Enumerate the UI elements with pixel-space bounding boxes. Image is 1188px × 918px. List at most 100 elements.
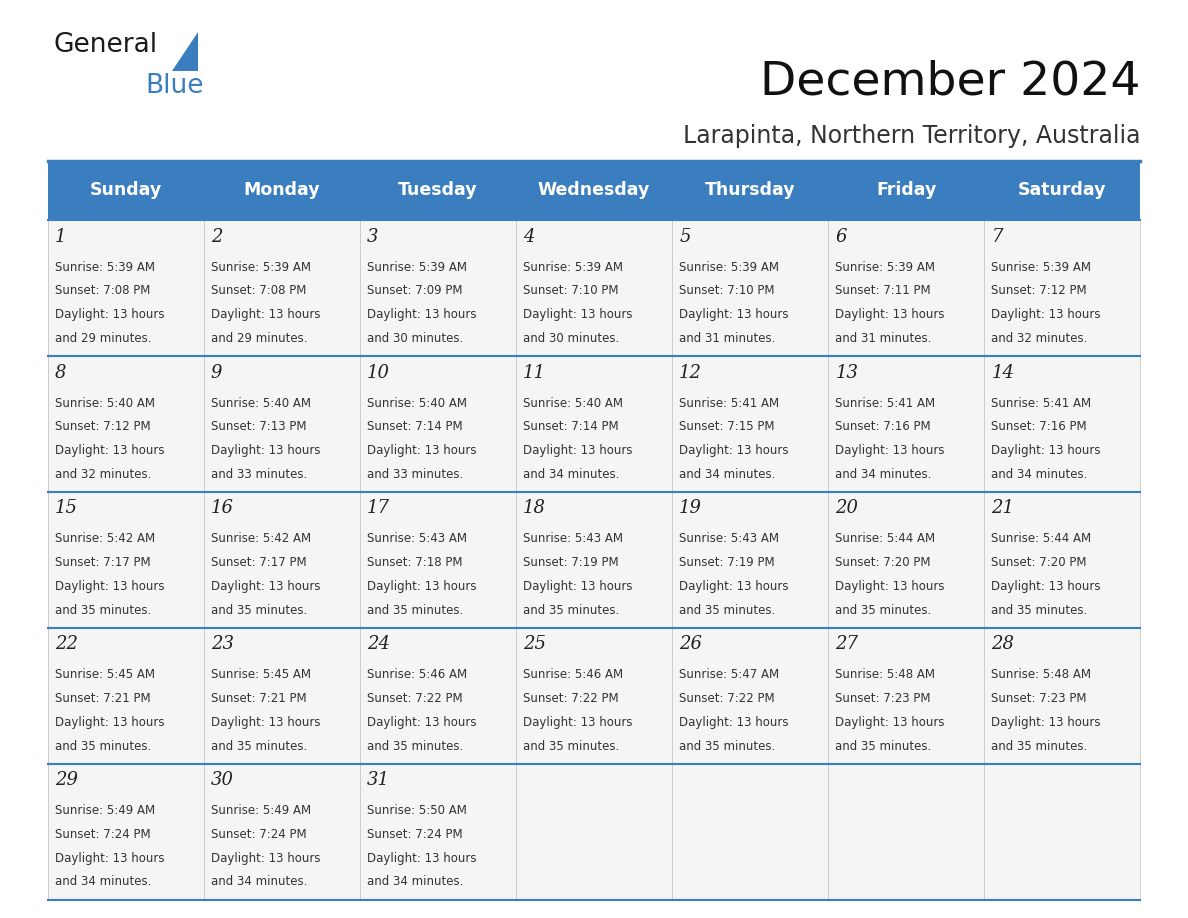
Text: Daylight: 13 hours: Daylight: 13 hours [367, 580, 476, 593]
Text: Sunrise: 5:46 AM: Sunrise: 5:46 AM [523, 668, 624, 681]
Text: Daylight: 13 hours: Daylight: 13 hours [55, 308, 164, 321]
Text: Sunrise: 5:45 AM: Sunrise: 5:45 AM [210, 668, 311, 681]
Text: Sunrise: 5:39 AM: Sunrise: 5:39 AM [210, 261, 311, 274]
Text: Sunrise: 5:42 AM: Sunrise: 5:42 AM [210, 532, 311, 545]
Text: Sunset: 7:14 PM: Sunset: 7:14 PM [367, 420, 462, 433]
Text: Daylight: 13 hours: Daylight: 13 hours [55, 852, 164, 865]
Text: 6: 6 [835, 228, 847, 246]
Text: Sunrise: 5:39 AM: Sunrise: 5:39 AM [523, 261, 623, 274]
Text: Daylight: 13 hours: Daylight: 13 hours [835, 444, 944, 457]
Text: Monday: Monday [244, 182, 320, 199]
Bar [985, 161, 1140, 220]
Text: and 29 minutes.: and 29 minutes. [210, 332, 308, 345]
Text: and 31 minutes.: and 31 minutes. [835, 332, 931, 345]
Text: Sunrise: 5:50 AM: Sunrise: 5:50 AM [367, 804, 467, 817]
Text: and 33 minutes.: and 33 minutes. [367, 468, 463, 481]
Text: Larapinta, Northern Territory, Australia: Larapinta, Northern Territory, Australia [683, 124, 1140, 148]
Text: and 35 minutes.: and 35 minutes. [55, 740, 151, 753]
Text: 19: 19 [680, 499, 702, 518]
Bar [48, 492, 1140, 628]
Text: and 34 minutes.: and 34 minutes. [680, 468, 776, 481]
Text: Sunrise: 5:39 AM: Sunrise: 5:39 AM [680, 261, 779, 274]
Text: 24: 24 [367, 635, 390, 654]
Text: Sunset: 7:24 PM: Sunset: 7:24 PM [367, 828, 462, 841]
Text: Sunrise: 5:44 AM: Sunrise: 5:44 AM [835, 532, 935, 545]
Bar [48, 764, 1140, 900]
Text: 5: 5 [680, 228, 690, 246]
Text: Sunrise: 5:40 AM: Sunrise: 5:40 AM [210, 397, 311, 409]
Text: Daylight: 13 hours: Daylight: 13 hours [55, 444, 164, 457]
Text: Daylight: 13 hours: Daylight: 13 hours [523, 444, 632, 457]
Text: December 2024: December 2024 [760, 60, 1140, 105]
Text: 3: 3 [367, 228, 379, 246]
Text: 31: 31 [367, 771, 390, 789]
Text: Sunrise: 5:40 AM: Sunrise: 5:40 AM [523, 397, 623, 409]
Text: Sunset: 7:12 PM: Sunset: 7:12 PM [55, 420, 150, 433]
Text: 11: 11 [523, 364, 546, 382]
Text: 23: 23 [210, 635, 234, 654]
Text: 27: 27 [835, 635, 859, 654]
Bar [672, 161, 828, 220]
Text: Sunset: 7:08 PM: Sunset: 7:08 PM [210, 285, 307, 297]
Text: Sunset: 7:14 PM: Sunset: 7:14 PM [523, 420, 619, 433]
Text: 30: 30 [210, 771, 234, 789]
Text: Sunset: 7:17 PM: Sunset: 7:17 PM [55, 556, 150, 569]
Text: 22: 22 [55, 635, 77, 654]
Text: Sunrise: 5:39 AM: Sunrise: 5:39 AM [55, 261, 154, 274]
Text: Sunrise: 5:49 AM: Sunrise: 5:49 AM [210, 804, 311, 817]
Text: and 34 minutes.: and 34 minutes. [210, 876, 308, 889]
Text: Daylight: 13 hours: Daylight: 13 hours [210, 852, 321, 865]
Text: Sunset: 7:24 PM: Sunset: 7:24 PM [55, 828, 150, 841]
Text: Sunrise: 5:41 AM: Sunrise: 5:41 AM [835, 397, 935, 409]
Text: Daylight: 13 hours: Daylight: 13 hours [835, 716, 944, 729]
Text: Daylight: 13 hours: Daylight: 13 hours [680, 716, 789, 729]
Bar [516, 161, 672, 220]
Text: Daylight: 13 hours: Daylight: 13 hours [210, 716, 321, 729]
Text: Daylight: 13 hours: Daylight: 13 hours [55, 716, 164, 729]
Text: and 35 minutes.: and 35 minutes. [367, 740, 463, 753]
Text: 25: 25 [523, 635, 546, 654]
Text: Sunrise: 5:41 AM: Sunrise: 5:41 AM [992, 397, 1092, 409]
Text: Daylight: 13 hours: Daylight: 13 hours [367, 444, 476, 457]
Text: Sunset: 7:16 PM: Sunset: 7:16 PM [992, 420, 1087, 433]
Text: and 35 minutes.: and 35 minutes. [210, 604, 307, 617]
Text: 12: 12 [680, 364, 702, 382]
Text: Sunrise: 5:49 AM: Sunrise: 5:49 AM [55, 804, 154, 817]
Text: 17: 17 [367, 499, 390, 518]
Bar [48, 220, 1140, 356]
Text: Sunset: 7:21 PM: Sunset: 7:21 PM [210, 692, 307, 705]
Text: 28: 28 [992, 635, 1015, 654]
Text: Sunset: 7:24 PM: Sunset: 7:24 PM [210, 828, 307, 841]
Text: Sunrise: 5:39 AM: Sunrise: 5:39 AM [992, 261, 1092, 274]
Text: and 35 minutes.: and 35 minutes. [367, 604, 463, 617]
Text: and 35 minutes.: and 35 minutes. [680, 604, 776, 617]
Text: Sunset: 7:10 PM: Sunset: 7:10 PM [680, 285, 775, 297]
Text: Daylight: 13 hours: Daylight: 13 hours [992, 308, 1101, 321]
Text: Daylight: 13 hours: Daylight: 13 hours [367, 852, 476, 865]
Text: and 35 minutes.: and 35 minutes. [523, 740, 619, 753]
Bar [48, 161, 203, 220]
Text: Daylight: 13 hours: Daylight: 13 hours [210, 580, 321, 593]
Text: and 31 minutes.: and 31 minutes. [680, 332, 776, 345]
Text: Sunset: 7:23 PM: Sunset: 7:23 PM [992, 692, 1087, 705]
Text: Blue: Blue [145, 73, 203, 99]
Text: Daylight: 13 hours: Daylight: 13 hours [210, 444, 321, 457]
Text: Sunset: 7:20 PM: Sunset: 7:20 PM [835, 556, 931, 569]
Bar [48, 356, 1140, 492]
Text: 1: 1 [55, 228, 67, 246]
Text: Sunrise: 5:43 AM: Sunrise: 5:43 AM [367, 532, 467, 545]
Text: and 29 minutes.: and 29 minutes. [55, 332, 151, 345]
Text: Sunset: 7:22 PM: Sunset: 7:22 PM [523, 692, 619, 705]
Text: and 35 minutes.: and 35 minutes. [992, 604, 1088, 617]
Text: Daylight: 13 hours: Daylight: 13 hours [680, 580, 789, 593]
Text: 29: 29 [55, 771, 77, 789]
Text: 7: 7 [992, 228, 1003, 246]
Text: 16: 16 [210, 499, 234, 518]
Text: Sunrise: 5:40 AM: Sunrise: 5:40 AM [55, 397, 154, 409]
Text: and 35 minutes.: and 35 minutes. [55, 604, 151, 617]
Text: and 30 minutes.: and 30 minutes. [523, 332, 619, 345]
Bar [360, 161, 516, 220]
Text: 8: 8 [55, 364, 67, 382]
Text: Sunday: Sunday [89, 182, 162, 199]
Text: Sunset: 7:19 PM: Sunset: 7:19 PM [680, 556, 775, 569]
